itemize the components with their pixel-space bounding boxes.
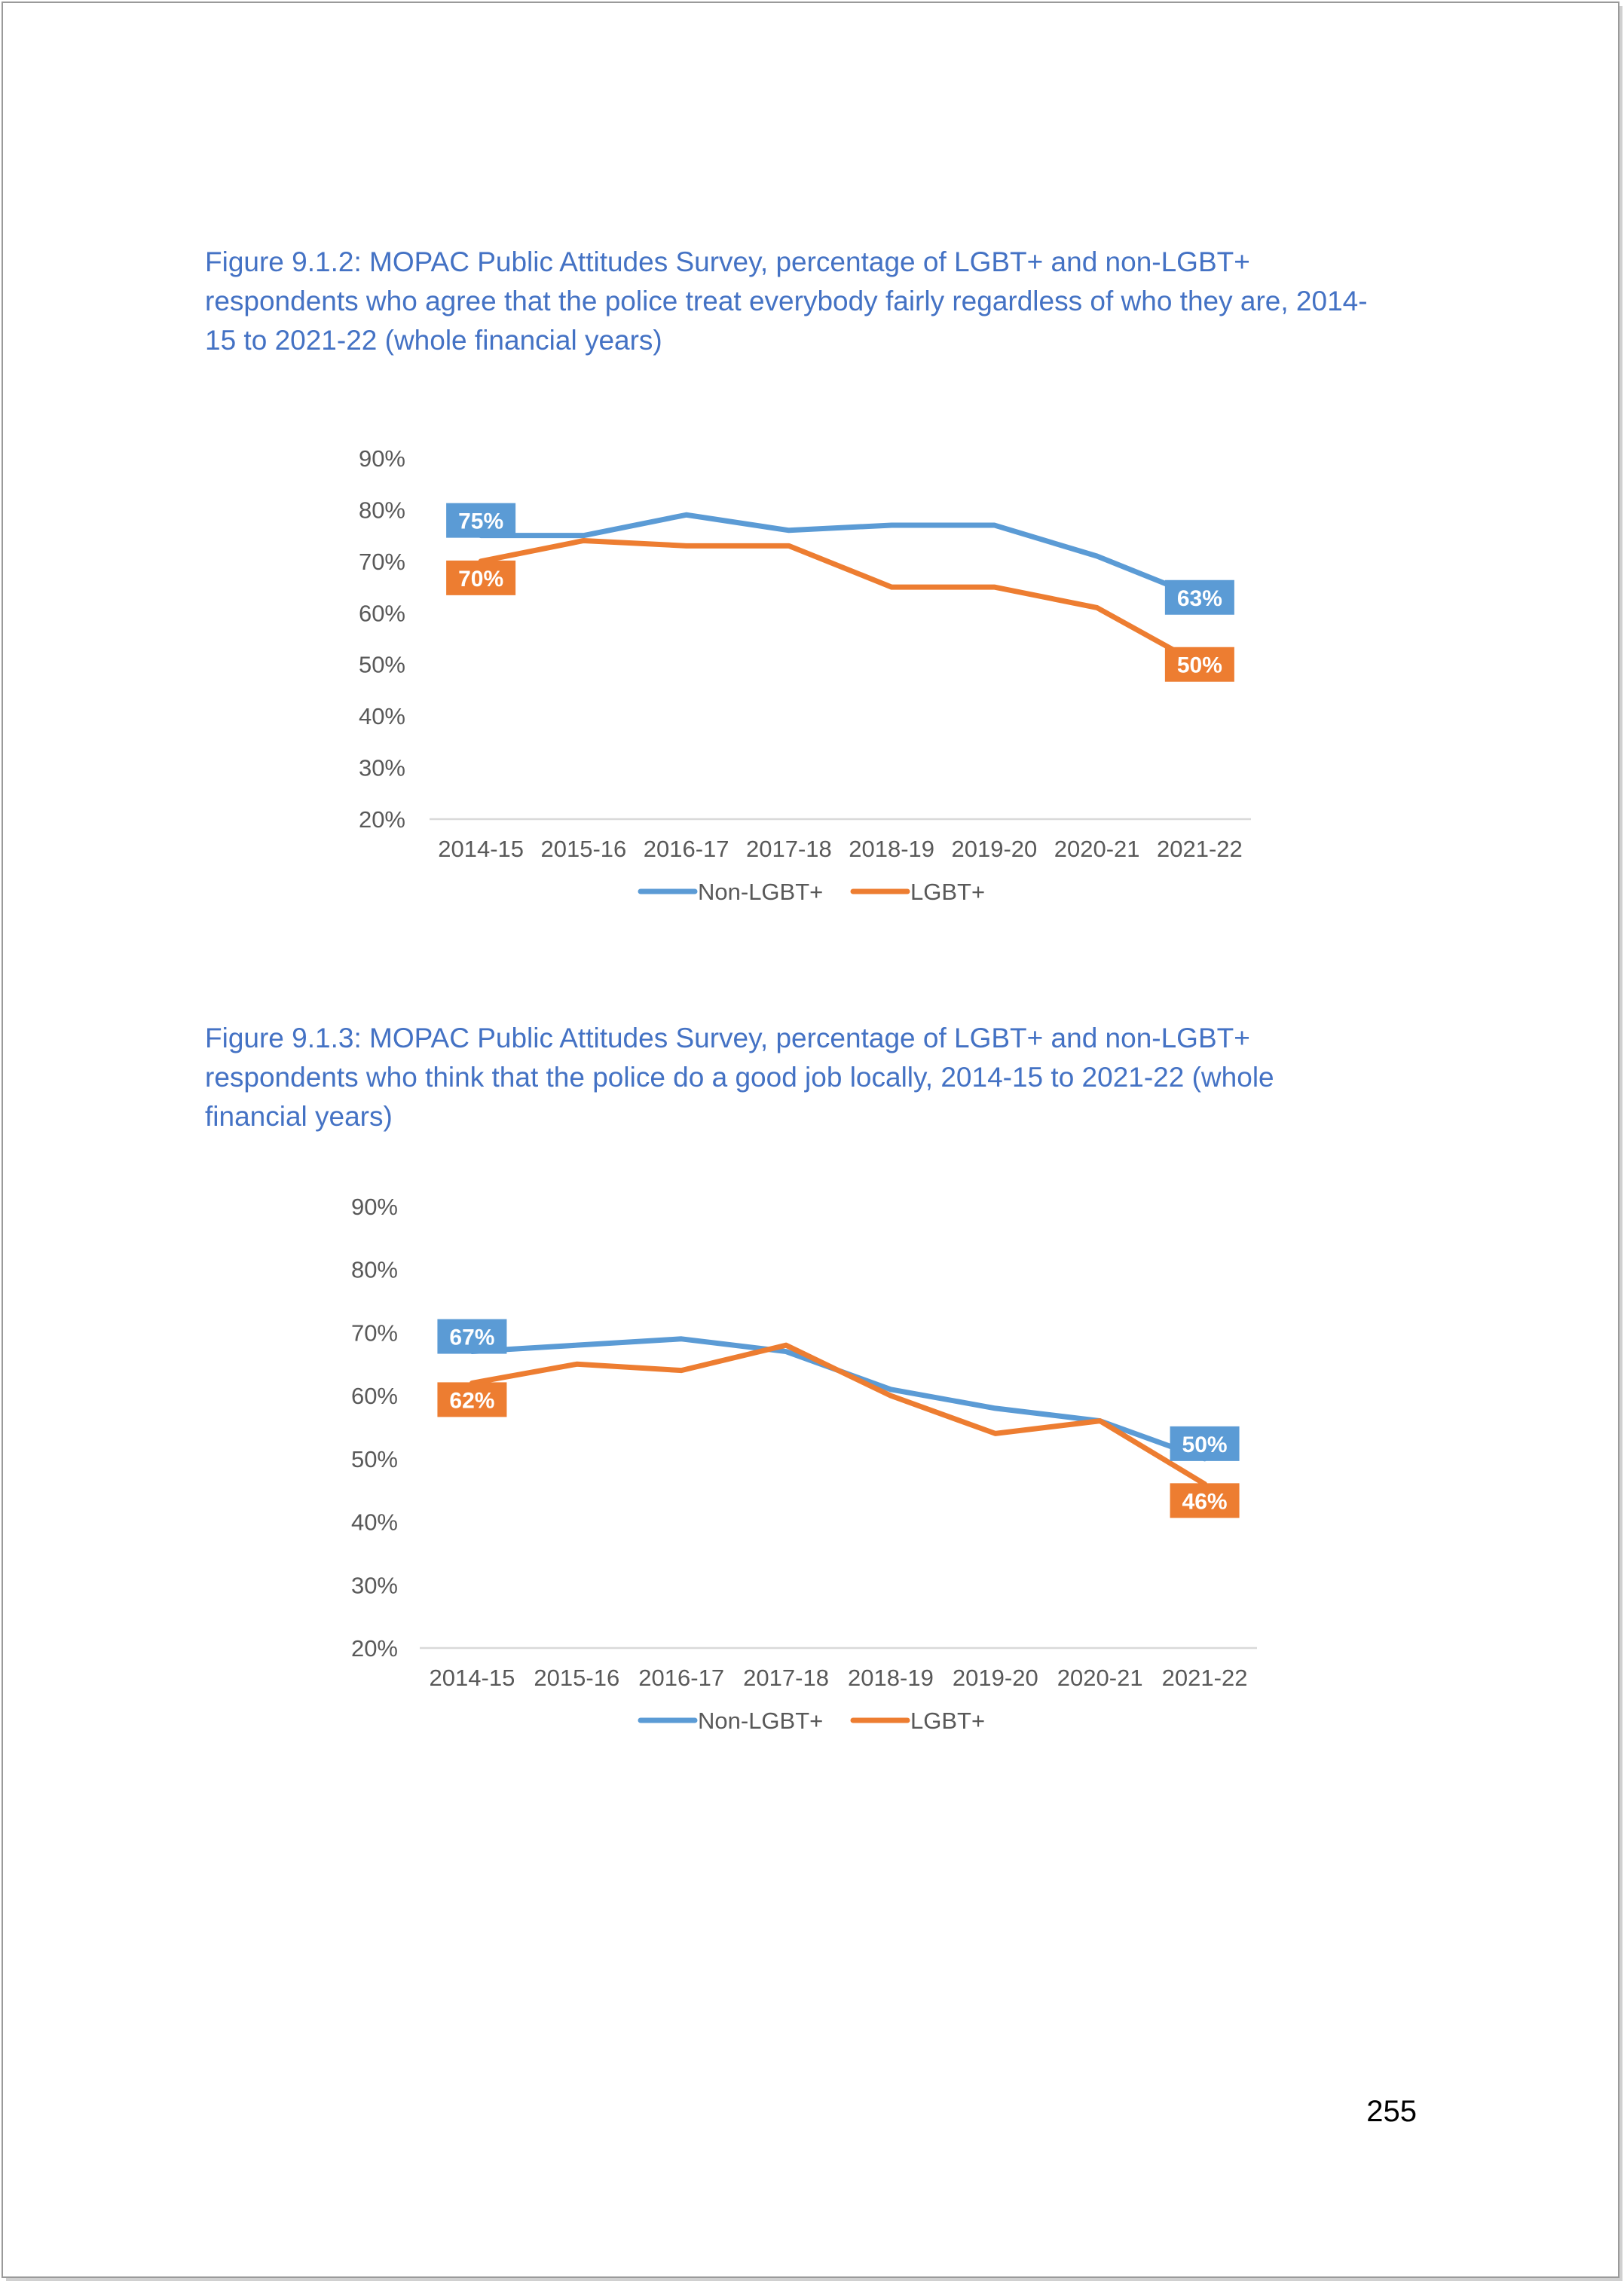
- svg-text:50%: 50%: [1177, 653, 1222, 678]
- svg-text:LGBT+: LGBT+: [910, 1708, 985, 1734]
- y-tick-label: 20%: [351, 1635, 398, 1662]
- svg-text:46%: 46%: [1182, 1489, 1228, 1514]
- y-tick-label: 90%: [359, 445, 405, 472]
- x-tick-label: 2018-19: [849, 836, 934, 862]
- data-label-non-lgbt: 50%: [1170, 1426, 1240, 1461]
- legend-item-lgbt: LGBT+: [850, 1708, 985, 1734]
- svg-text:67%: 67%: [449, 1325, 494, 1350]
- x-tick-label: 2020-21: [1054, 836, 1140, 862]
- svg-text:63%: 63%: [1177, 586, 1222, 611]
- data-label-lgbt: 62%: [437, 1382, 507, 1417]
- x-tick-label: 2019-20: [951, 836, 1037, 862]
- x-tick-label: 2016-17: [638, 1665, 724, 1691]
- legend-item-non-lgbt: Non-LGBT+: [638, 1708, 823, 1734]
- svg-text:62%: 62%: [449, 1388, 494, 1413]
- x-tick-label: 2014-15: [430, 1665, 515, 1691]
- x-tick-label: 2017-18: [743, 1665, 829, 1691]
- page-number: 255: [1366, 2095, 1417, 2128]
- x-tick-label: 2015-16: [534, 1665, 619, 1691]
- y-tick-label: 80%: [351, 1257, 398, 1283]
- page-shadow: [6, 2278, 1622, 2281]
- y-tick-label: 70%: [359, 549, 405, 575]
- svg-text:50%: 50%: [1182, 1432, 1228, 1457]
- legend-item-lgbt: LGBT+: [850, 879, 985, 905]
- y-tick-label: 40%: [359, 703, 405, 729]
- y-tick-label: 80%: [359, 497, 405, 523]
- x-tick-label: 2020-21: [1057, 1665, 1143, 1691]
- series-line-non-lgbt: [478, 512, 1203, 601]
- data-label-lgbt: 46%: [1170, 1483, 1240, 1518]
- y-tick-label: 50%: [351, 1446, 398, 1472]
- x-tick-label: 2014-15: [438, 836, 524, 862]
- figure-caption-9-1-2: Figure 9.1.2: MOPAC Public Attitudes Sur…: [205, 246, 1368, 356]
- svg-text:LGBT+: LGBT+: [910, 879, 985, 905]
- x-tick-label: 2021-22: [1157, 836, 1243, 862]
- series-line-lgbt: [478, 537, 1203, 668]
- y-tick-label: 40%: [351, 1509, 398, 1536]
- y-tick-label: 30%: [359, 755, 405, 781]
- series-line-lgbt: [469, 1342, 1208, 1487]
- y-tick-label: 90%: [351, 1194, 398, 1220]
- svg-text:Non-LGBT+: Non-LGBT+: [698, 879, 823, 905]
- x-tick-label: 2015-16: [540, 836, 626, 862]
- x-tick-label: 2019-20: [953, 1665, 1038, 1691]
- y-tick-label: 50%: [359, 652, 405, 678]
- data-label-non-lgbt: 75%: [446, 503, 516, 538]
- line-chart-good-job-locally: 20% 30% 40% 50% 60% 70% 80% 90% 2014-15 2015-16 20…: [351, 1194, 1257, 1734]
- svg-text:75%: 75%: [458, 509, 503, 534]
- x-tick-label: 2016-17: [644, 836, 729, 862]
- y-tick-label: 30%: [351, 1572, 398, 1598]
- y-tick-label: 70%: [351, 1319, 398, 1346]
- y-tick-label: 20%: [359, 806, 405, 833]
- x-tick-label: 2017-18: [746, 836, 832, 862]
- line-chart-treat-fairly: 20% 30% 40% 50% 60% 70% 80% 90% 2014-15 2015-16 20…: [359, 445, 1251, 905]
- data-label-non-lgbt: 63%: [1164, 579, 1234, 615]
- x-tick-label: 2021-22: [1162, 1665, 1248, 1691]
- data-label-non-lgbt: 67%: [437, 1319, 507, 1354]
- page-shadow: [1619, 6, 1622, 2281]
- series-line-non-lgbt: [469, 1336, 1208, 1462]
- svg-text:70%: 70%: [458, 567, 503, 592]
- figure-caption-9-1-3: Figure 9.1.3: MOPAC Public Attitudes Sur…: [205, 1023, 1274, 1132]
- data-label-lgbt: 70%: [446, 560, 516, 595]
- legend-item-non-lgbt: Non-LGBT+: [638, 879, 823, 905]
- x-tick-label: 2018-19: [848, 1665, 934, 1691]
- y-tick-label: 60%: [359, 600, 405, 626]
- data-label-lgbt: 50%: [1164, 647, 1234, 682]
- svg-text:Non-LGBT+: Non-LGBT+: [698, 1708, 823, 1734]
- y-tick-label: 60%: [351, 1383, 398, 1409]
